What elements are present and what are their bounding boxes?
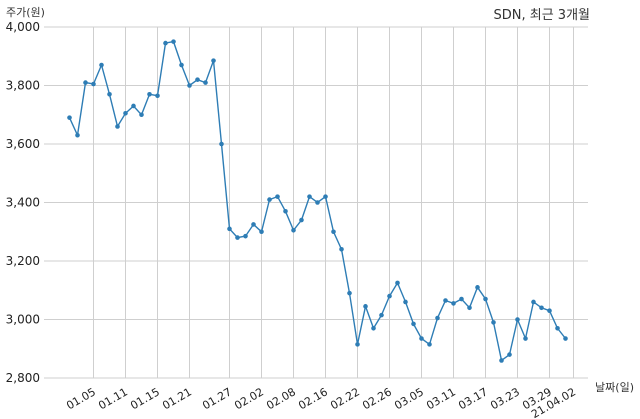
y-gridlines bbox=[44, 26, 588, 379]
data-point bbox=[387, 293, 392, 299]
data-point bbox=[451, 301, 456, 306]
data-point bbox=[427, 342, 432, 347]
y-tick-label: 3,600 bbox=[6, 137, 40, 151]
data-point bbox=[251, 222, 256, 227]
y-tick-label: 4,000 bbox=[6, 20, 40, 34]
data-point bbox=[275, 194, 280, 199]
data-point bbox=[107, 91, 112, 97]
data-point bbox=[211, 58, 216, 63]
data-point bbox=[203, 80, 208, 85]
data-point bbox=[91, 81, 96, 87]
data-point bbox=[155, 93, 160, 99]
data-point bbox=[83, 80, 88, 85]
data-point bbox=[187, 83, 192, 88]
data-point bbox=[323, 194, 328, 199]
data-point bbox=[403, 299, 408, 305]
data-point bbox=[235, 235, 240, 240]
data-point bbox=[483, 296, 488, 302]
y-tick-label: 3,000 bbox=[6, 313, 40, 327]
data-point bbox=[435, 315, 440, 321]
y-tick-label: 3,800 bbox=[6, 79, 40, 93]
data-point bbox=[363, 304, 368, 309]
data-point bbox=[267, 197, 272, 202]
data-point bbox=[299, 217, 304, 223]
data-point bbox=[539, 305, 544, 311]
data-point bbox=[171, 39, 176, 44]
data-point bbox=[291, 227, 296, 233]
x-tick-label: 02.08 bbox=[264, 385, 298, 412]
data-point bbox=[163, 40, 168, 46]
data-point bbox=[347, 290, 352, 296]
x-tick-label: 03.11 bbox=[424, 385, 458, 412]
data-point bbox=[555, 325, 560, 331]
data-point bbox=[443, 298, 448, 303]
data-point bbox=[219, 141, 224, 147]
x-tick-label: 01.11 bbox=[96, 385, 130, 412]
x-tick-label: 01.15 bbox=[128, 385, 162, 412]
data-point bbox=[179, 62, 184, 68]
data-point bbox=[331, 229, 336, 235]
data-point bbox=[379, 312, 384, 318]
data-point bbox=[131, 103, 136, 109]
y-tick-label: 3,400 bbox=[6, 196, 40, 210]
data-point bbox=[243, 233, 248, 239]
data-point bbox=[315, 200, 320, 205]
data-point bbox=[115, 124, 120, 129]
y-tick-label: 2,800 bbox=[6, 371, 40, 385]
data-point bbox=[139, 112, 144, 118]
x-tick-label: 02.16 bbox=[296, 385, 330, 412]
y-tick-labels: 4,000 3,800 3,600 3,400 3,200 3,000 2,800 bbox=[6, 20, 40, 385]
y-tick-label: 3,200 bbox=[6, 254, 40, 268]
series-points bbox=[67, 39, 568, 363]
data-point bbox=[459, 296, 464, 302]
data-point bbox=[547, 308, 552, 314]
data-point bbox=[123, 110, 128, 116]
data-point bbox=[531, 299, 536, 305]
x-tick-label: 03.05 bbox=[392, 385, 426, 412]
data-point bbox=[355, 342, 360, 347]
data-point bbox=[507, 352, 512, 357]
data-point bbox=[99, 62, 104, 68]
chart-title: SDN, 최근 3개월 bbox=[494, 8, 591, 23]
data-point bbox=[227, 226, 232, 232]
data-point bbox=[475, 285, 480, 290]
x-tick-label: 01.21 bbox=[160, 385, 194, 412]
data-point bbox=[195, 77, 200, 82]
data-point bbox=[491, 320, 496, 325]
data-point bbox=[371, 325, 376, 331]
data-point bbox=[395, 280, 400, 286]
data-point bbox=[515, 317, 520, 322]
x-tick-label: 01.27 bbox=[200, 385, 234, 412]
data-point bbox=[67, 115, 72, 120]
data-point bbox=[563, 336, 568, 341]
data-point bbox=[75, 132, 80, 138]
y-axis-title: 주가(원) bbox=[6, 6, 45, 19]
x-axis-title: 날짜(일) bbox=[595, 380, 634, 394]
data-point bbox=[339, 247, 344, 252]
x-tick-label: 01.05 bbox=[64, 385, 98, 412]
data-point bbox=[411, 321, 416, 327]
data-point bbox=[283, 208, 288, 214]
data-point bbox=[147, 91, 152, 97]
x-tick-label: 02.02 bbox=[232, 385, 266, 412]
data-point bbox=[259, 229, 264, 235]
data-point bbox=[499, 358, 504, 363]
data-point bbox=[307, 194, 312, 199]
x-tick-label: 02.22 bbox=[328, 385, 362, 412]
data-point bbox=[419, 336, 424, 341]
data-point bbox=[523, 336, 528, 341]
data-point bbox=[467, 305, 472, 311]
x-tick-label: 03.17 bbox=[456, 385, 490, 412]
x-tick-label: 03.23 bbox=[488, 385, 522, 412]
x-tick-label: 02.26 bbox=[360, 385, 394, 412]
